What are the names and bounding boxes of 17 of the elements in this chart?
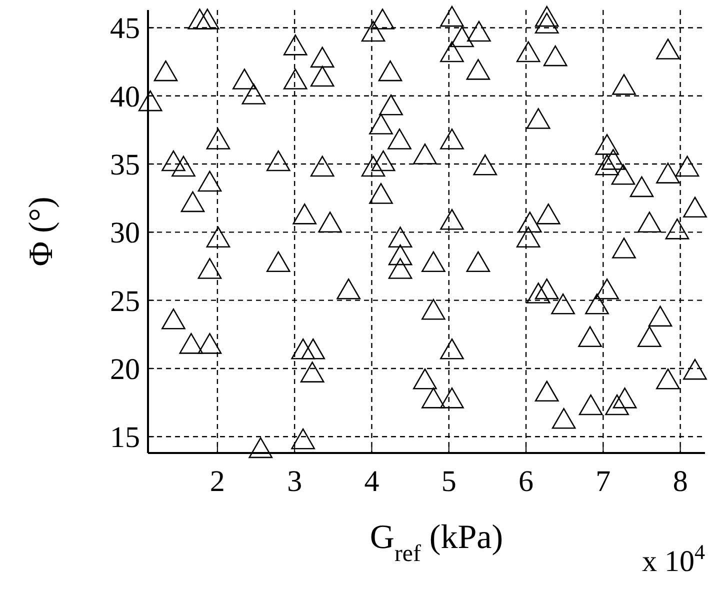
x-axis-title: G$_{ref}$ (kPa) — [370, 519, 504, 567]
y-tick-label: 20 — [110, 352, 140, 386]
x-tick-label: 6 — [518, 465, 534, 498]
y-axis-title: Φ (°) — [23, 196, 60, 266]
y-tick-label: 15 — [110, 421, 140, 454]
x-tick-label: 4 — [364, 465, 380, 498]
x-tick-label: 7 — [596, 465, 611, 498]
y-tick-label: 45 — [110, 12, 140, 46]
y-tick-label: 40 — [110, 80, 140, 114]
y-tick-label: 35 — [110, 148, 140, 182]
x-tick-label: 5 — [441, 465, 456, 498]
x-tick-label: 3 — [287, 465, 302, 498]
y-tick-label: 30 — [110, 216, 140, 250]
y-tick-label: 25 — [110, 284, 140, 318]
x-tick-label: 2 — [210, 465, 225, 498]
text: x 10$^{4}$ — [642, 540, 706, 578]
x-tick-label: 8 — [672, 465, 688, 498]
